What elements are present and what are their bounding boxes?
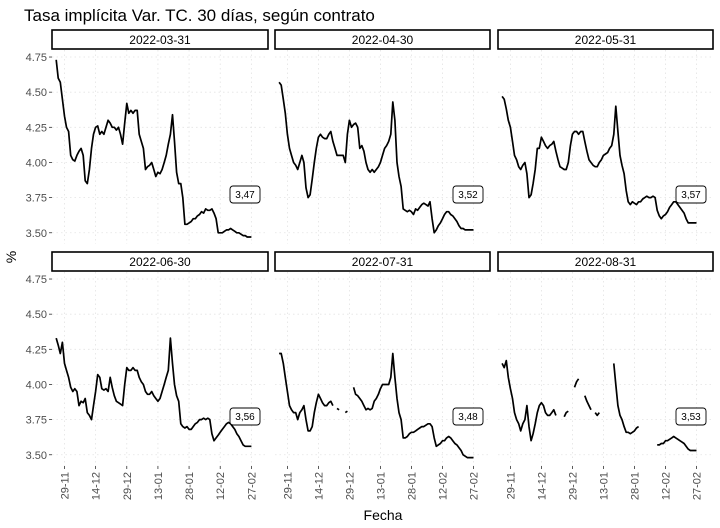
series-line [594,412,600,417]
x-tick-label: 28-01 [629,472,641,500]
last-value-label: 3,57 [681,190,701,201]
series-line [279,352,334,432]
series-line [55,337,252,448]
last-value-box [229,407,261,426]
x-axis-title: Fecha [364,507,403,523]
x-tick-label: 27-02 [691,472,703,500]
x-tick-label: 12-02 [660,472,672,500]
x-tick-label: 29-11 [282,472,294,499]
y-axis-title: % [3,251,19,263]
y-tick-label: 3.50 [26,450,47,462]
facet-strip [497,251,714,272]
facet-strip-label: 2022-07-31 [352,255,414,269]
x-tick-label: 14-12 [313,472,325,500]
x-tick-label: 28-01 [184,472,196,500]
x-tick-label: 12-02 [215,472,227,500]
facet-strip-label: 2022-08-31 [575,255,637,269]
x-tick-label: 14-12 [91,472,103,500]
x-tick-label: 29-11 [505,472,517,499]
y-tick-label: 3.75 [26,415,47,427]
facet-strip-label: 2022-04-30 [352,33,414,47]
last-value-box [452,185,484,204]
last-value-box [452,407,484,426]
facet-strip [51,251,269,272]
series-line [612,363,640,435]
panels-group: 2022-03-313.503.754.004.254.504.753,4720… [26,29,714,500]
series-line [573,378,580,388]
facet-strip-label: 2022-05-31 [575,33,637,47]
last-value-label: 3,48 [458,412,478,423]
last-value-box [229,185,261,204]
y-tick-label: 3.50 [26,228,47,240]
facet-panel: 2022-05-31 3,57 [497,29,714,244]
x-tick-label: 29-12 [122,472,134,500]
facet-strip [51,29,269,50]
y-tick-label: 4.75 [26,274,47,286]
last-value-box [675,185,707,204]
facet-strip [274,29,491,50]
x-tick-label: 29-12 [567,472,579,500]
x-tick-label: 13-01 [153,472,165,500]
series-line [657,435,697,452]
x-tick-label: 29-11 [59,472,71,499]
series-line [584,395,592,411]
series-line [55,59,252,238]
last-value-label: 3,56 [235,412,255,423]
y-tick-label: 4.50 [26,309,47,321]
series-line [501,95,697,224]
x-tick-label: 13-01 [598,472,610,500]
x-tick-label: 27-02 [468,472,480,500]
facet-panel: 2022-07-31 29-11 14-12 29-12 13-01 28-01 12-02… [274,251,491,500]
facet-strip-label: 2022-03-31 [129,33,191,47]
facet-panel: 2022-04-30 3,52 [274,29,491,244]
x-tick-label: 14-12 [536,472,548,500]
x-tick-label: 13-01 [375,472,387,500]
x-tick-label: 29-12 [344,472,356,500]
series-line [278,81,474,234]
chart-title: Tasa implícita Var. TC. 30 días, según c… [24,6,375,25]
series-line [563,410,569,418]
last-value-label: 3,52 [458,190,478,201]
x-tick-label: 27-02 [246,472,258,500]
y-tick-label: 3.75 [26,193,47,205]
facet-strip [274,251,491,272]
facet-strip [497,29,714,50]
facet-panel: 2022-08-31 29-11 14-12 29-12 13-01 28-01 12-02… [497,251,714,500]
facet-strip-label: 2022-06-30 [129,255,191,269]
facet-panel: 2022-06-30 3.50 3.75 4.00 4.25 4.50 4.75 29-11 1… [26,251,269,500]
x-tick-label: 28-01 [406,472,418,500]
y-tick-label: 4.25 [26,122,47,134]
last-value-label: 3,53 [681,412,701,423]
last-value-box [675,407,707,426]
y-tick-label: 4.75 [26,52,47,64]
last-value-label: 3,47 [235,190,255,201]
series-line [501,359,557,442]
series-line [344,410,348,414]
facet-panel: 2022-03-31 3.50 3.75 4.00 4.25 4.50 4.75 3,47 [26,29,269,244]
series-line [336,407,340,411]
y-tick-label: 4.25 [26,344,47,356]
y-tick-label: 4.00 [26,157,47,169]
y-tick-label: 4.00 [26,379,47,391]
y-tick-label: 4.50 [26,87,47,99]
series-line [352,352,474,459]
x-tick-label: 12-02 [437,472,449,500]
